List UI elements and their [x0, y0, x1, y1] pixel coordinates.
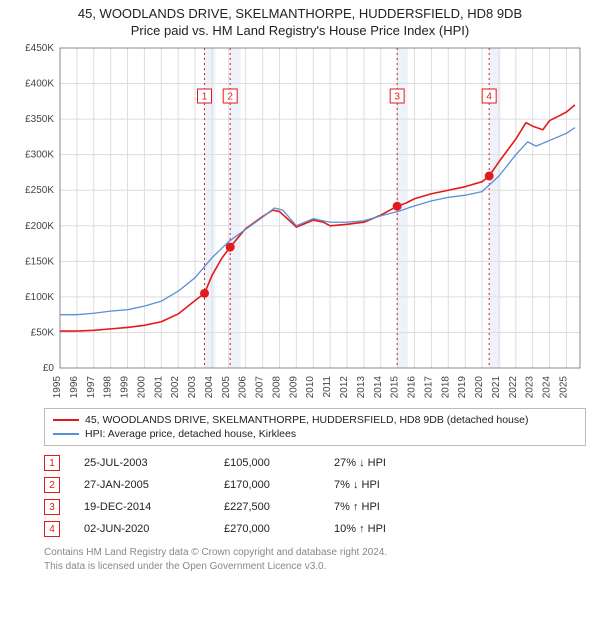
event-marker: 3 — [44, 499, 60, 515]
svg-text:£300K: £300K — [25, 150, 54, 161]
legend-label: 45, WOODLANDS DRIVE, SKELMANTHORPE, HUDD… — [85, 414, 528, 426]
svg-text:1997: 1997 — [86, 376, 97, 399]
sale-event-row: 4 02-JUN-2020£270,00010% ↑ HPI — [44, 518, 586, 540]
legend-swatch — [53, 433, 79, 435]
svg-text:2025: 2025 — [558, 376, 569, 399]
svg-text:£100K: £100K — [25, 292, 54, 303]
svg-text:3: 3 — [394, 92, 400, 103]
svg-text:2007: 2007 — [255, 376, 266, 399]
svg-text:2002: 2002 — [170, 376, 181, 399]
svg-text:2019: 2019 — [457, 376, 468, 399]
event-price: £105,000 — [224, 457, 334, 469]
svg-text:2005: 2005 — [221, 376, 232, 399]
svg-text:£400K: £400K — [25, 79, 54, 90]
svg-text:2009: 2009 — [288, 376, 299, 399]
legend-item: 45, WOODLANDS DRIVE, SKELMANTHORPE, HUDD… — [53, 413, 577, 427]
event-delta: 27% ↓ HPI — [334, 457, 454, 469]
svg-text:£250K: £250K — [25, 185, 54, 196]
svg-text:1995: 1995 — [52, 376, 63, 399]
svg-text:2008: 2008 — [271, 376, 282, 399]
svg-text:£150K: £150K — [25, 256, 54, 267]
svg-text:£200K: £200K — [25, 221, 54, 232]
svg-text:1998: 1998 — [103, 376, 114, 399]
svg-text:2024: 2024 — [542, 376, 553, 399]
svg-text:2003: 2003 — [187, 376, 198, 399]
sale-event-row: 1 25-JUL-2003£105,00027% ↓ HPI — [44, 452, 586, 474]
footer-attribution: Contains HM Land Registry data © Crown c… — [44, 546, 586, 573]
svg-text:2023: 2023 — [525, 376, 536, 399]
svg-text:2011: 2011 — [322, 376, 333, 398]
event-delta: 10% ↑ HPI — [334, 523, 454, 535]
title-address: 45, WOODLANDS DRIVE, SKELMANTHORPE, HUDD… — [10, 6, 590, 21]
footer-line2: This data is licensed under the Open Gov… — [44, 560, 586, 574]
svg-text:2022: 2022 — [508, 376, 519, 399]
svg-text:2004: 2004 — [204, 376, 215, 399]
svg-text:2000: 2000 — [136, 376, 147, 399]
title-subtitle: Price paid vs. HM Land Registry's House … — [10, 23, 590, 38]
svg-text:2014: 2014 — [373, 376, 384, 399]
event-delta: 7% ↑ HPI — [334, 501, 454, 513]
line-chart: £0 £50K £100K £150K £200K £250K £300K £350K £400… — [10, 42, 590, 402]
event-date: 25-JUL-2003 — [84, 457, 224, 469]
event-delta: 7% ↓ HPI — [334, 479, 454, 491]
svg-text:2010: 2010 — [305, 376, 316, 399]
event-price: £270,000 — [224, 523, 334, 535]
svg-text:£50K: £50K — [31, 327, 55, 338]
event-marker: 2 — [44, 477, 60, 493]
event-date: 27-JAN-2005 — [84, 479, 224, 491]
svg-text:1999: 1999 — [120, 376, 131, 399]
event-marker: 1 — [44, 455, 60, 471]
legend-item: HPI: Average price, detached house, Kirk… — [53, 427, 577, 441]
svg-text:2013: 2013 — [356, 376, 367, 399]
sale-events-table: 1 25-JUL-2003£105,00027% ↓ HPI 2 27-JAN-200… — [44, 452, 586, 540]
legend-label: HPI: Average price, detached house, Kirk… — [85, 428, 296, 440]
svg-text:2020: 2020 — [474, 376, 485, 399]
svg-text:2012: 2012 — [339, 376, 350, 399]
svg-text:2017: 2017 — [423, 376, 434, 399]
sale-event-row: 3 19-DEC-2014£227,5007% ↑ HPI — [44, 496, 586, 518]
svg-text:4: 4 — [486, 92, 492, 103]
svg-text:2: 2 — [227, 92, 233, 103]
title-block: 45, WOODLANDS DRIVE, SKELMANTHORPE, HUDD… — [0, 0, 600, 42]
event-price: £170,000 — [224, 479, 334, 491]
svg-text:2006: 2006 — [238, 376, 249, 399]
svg-text:1: 1 — [202, 92, 208, 103]
svg-text:£350K: £350K — [25, 114, 54, 125]
svg-text:2018: 2018 — [440, 376, 451, 399]
event-date: 02-JUN-2020 — [84, 523, 224, 535]
svg-text:£450K: £450K — [25, 43, 54, 54]
event-date: 19-DEC-2014 — [84, 501, 224, 513]
legend-swatch — [53, 419, 79, 421]
svg-text:2021: 2021 — [491, 376, 502, 399]
svg-text:2015: 2015 — [390, 376, 401, 399]
svg-text:£0: £0 — [43, 363, 55, 374]
figure-container: 45, WOODLANDS DRIVE, SKELMANTHORPE, HUDD… — [0, 0, 600, 573]
svg-text:1996: 1996 — [69, 376, 80, 399]
sale-event-row: 2 27-JAN-2005£170,0007% ↓ HPI — [44, 474, 586, 496]
chart-area: £0 £50K £100K £150K £200K £250K £300K £350K £400… — [10, 42, 590, 402]
svg-text:2016: 2016 — [407, 376, 418, 399]
footer-line1: Contains HM Land Registry data © Crown c… — [44, 546, 586, 560]
event-price: £227,500 — [224, 501, 334, 513]
event-marker: 4 — [44, 521, 60, 537]
legend: 45, WOODLANDS DRIVE, SKELMANTHORPE, HUDD… — [44, 408, 586, 446]
svg-text:2001: 2001 — [153, 376, 164, 399]
